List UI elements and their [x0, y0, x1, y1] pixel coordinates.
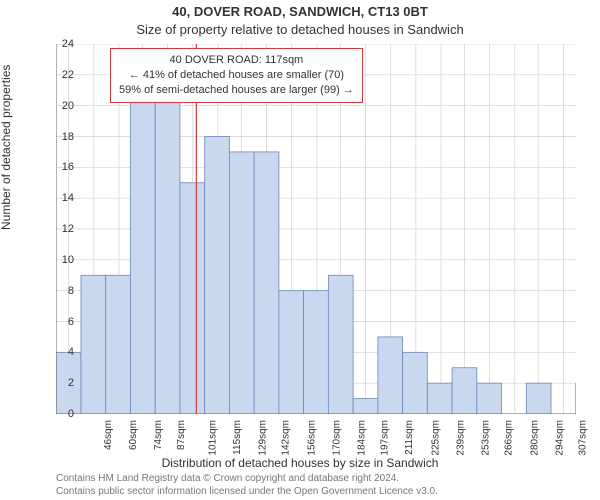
x-tick-label: 266sqm — [504, 420, 515, 456]
x-tick-label: 156sqm — [306, 420, 317, 456]
attribution-footer: Contains HM Land Registry data © Crown c… — [56, 473, 580, 498]
x-tick-label: 101sqm — [207, 420, 218, 456]
x-tick-label: 294sqm — [554, 420, 565, 456]
histogram-bar — [81, 275, 106, 414]
chart-container: 40, DOVER ROAD, SANDWICH, CT13 0BT Size … — [0, 0, 600, 500]
histogram-bar — [279, 291, 304, 414]
histogram-bar — [452, 368, 477, 414]
histogram-bar — [427, 383, 452, 414]
annotation-line3: 59% of semi-detached houses are larger (… — [119, 83, 354, 98]
histogram-bar — [477, 383, 502, 414]
chart-title-line2: Size of property relative to detached ho… — [0, 22, 600, 37]
y-tick-label: 16 — [52, 161, 74, 173]
y-axis-label: Number of detached properties — [0, 65, 13, 230]
y-tick-label: 10 — [52, 254, 74, 266]
y-tick-label: 6 — [52, 316, 74, 328]
x-tick-label: 46sqm — [103, 420, 114, 450]
histogram-bar — [328, 275, 353, 414]
x-tick-label: 184sqm — [356, 420, 367, 456]
histogram-bar — [229, 152, 254, 414]
histogram-bar — [254, 152, 279, 414]
x-tick-label: 211sqm — [404, 420, 415, 455]
histogram-bar — [403, 352, 428, 414]
x-tick-label: 225sqm — [430, 420, 441, 456]
x-tick-label: 87sqm — [176, 420, 187, 450]
footer-line2: Contains public sector information licen… — [56, 486, 580, 499]
histogram-bar — [155, 90, 180, 414]
x-tick-label: 307sqm — [578, 420, 589, 456]
histogram-bar — [106, 275, 131, 414]
annotation-line2: ← 41% of detached houses are smaller (70… — [119, 68, 354, 83]
x-tick-label: 170sqm — [331, 420, 342, 456]
histogram-bar — [378, 337, 403, 414]
histogram-bar — [205, 137, 230, 415]
y-tick-label: 0 — [52, 408, 74, 420]
footer-line1: Contains HM Land Registry data © Crown c… — [56, 473, 580, 486]
x-tick-label: 60sqm — [128, 420, 139, 450]
x-tick-label: 197sqm — [380, 420, 391, 456]
x-tick-label: 115sqm — [232, 420, 243, 455]
x-tick-label: 253sqm — [481, 420, 492, 456]
histogram-bar — [353, 399, 378, 414]
x-tick-label: 129sqm — [258, 420, 269, 456]
y-tick-label: 20 — [52, 100, 74, 112]
y-tick-label: 24 — [52, 38, 74, 50]
marker-annotation-box: 40 DOVER ROAD: 117sqm ← 41% of detached … — [110, 48, 363, 103]
annotation-line1: 40 DOVER ROAD: 117sqm — [119, 53, 354, 68]
y-tick-label: 4 — [52, 346, 74, 358]
histogram-bar — [130, 90, 155, 414]
histogram-bar — [526, 383, 551, 414]
chart-title-line1: 40, DOVER ROAD, SANDWICH, CT13 0BT — [0, 4, 600, 19]
y-tick-label: 2 — [52, 377, 74, 389]
histogram-bar — [180, 183, 205, 414]
x-tick-label: 239sqm — [455, 420, 466, 456]
x-axis-label: Distribution of detached houses by size … — [0, 456, 600, 470]
y-tick-label: 14 — [52, 192, 74, 204]
y-tick-label: 22 — [52, 69, 74, 81]
histogram-bar — [304, 291, 329, 414]
y-tick-label: 18 — [52, 131, 74, 143]
y-tick-label: 8 — [52, 285, 74, 297]
y-tick-label: 12 — [52, 223, 74, 235]
x-tick-label: 142sqm — [281, 420, 292, 456]
x-tick-label: 280sqm — [529, 420, 540, 456]
x-tick-label: 74sqm — [153, 420, 164, 450]
